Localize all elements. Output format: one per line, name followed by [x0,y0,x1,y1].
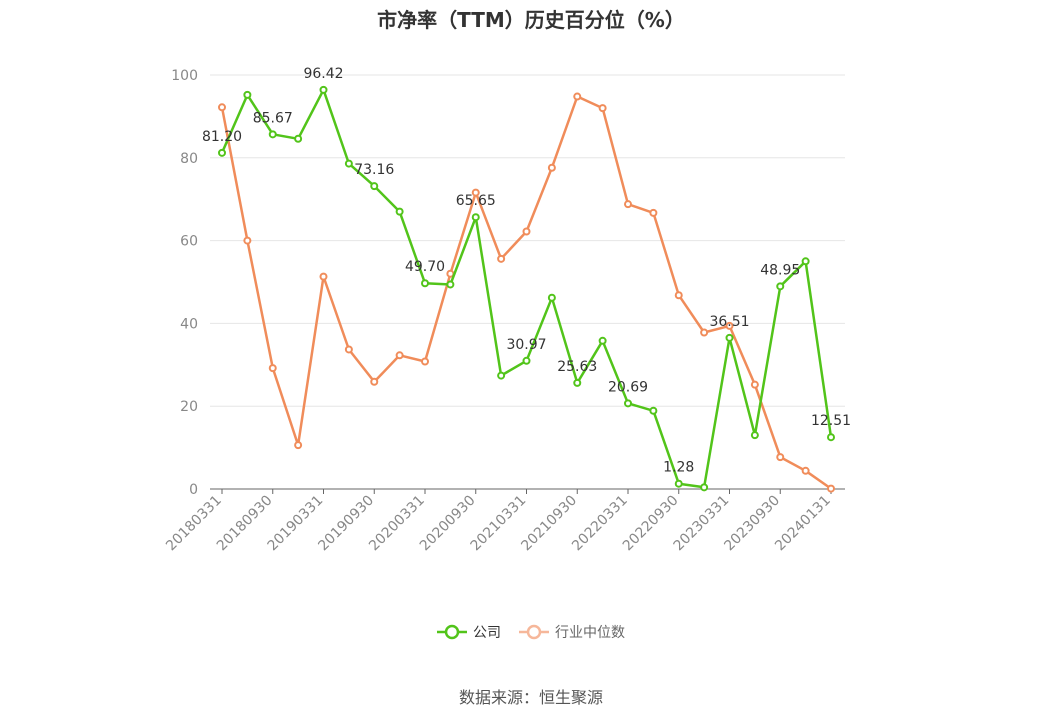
company-data-label: 12.51 [811,413,851,429]
industry-data-point [776,453,785,462]
legend-company-label: 公司 [473,625,501,641]
label-layer: 81.20 85.67 96.42 73.16 49.70 65.65 30.97 25.63… [202,66,851,476]
industry-data-point [750,380,759,389]
company-data-point [497,371,506,380]
industry-data-point [827,484,835,493]
company-data-point [827,433,835,442]
company-data-point [471,213,480,222]
y-tick-label: 80 [180,151,198,167]
industry-data-point [700,328,709,337]
company-data-label: 30.97 [506,337,546,353]
legend-item-industry[interactable]: 行业中位数 [519,622,625,642]
legend-company-marker-icon [437,624,467,640]
industry-data-point [649,208,658,217]
data-source-note: 数据来源：恒生聚源 [458,688,603,707]
company-data-point [624,399,632,408]
company-data-label: 36.51 [709,314,749,330]
industry-data-point [218,103,226,112]
industry-data-point [801,466,810,475]
company-data-point [725,333,734,342]
company-data-point [395,207,404,216]
legend-item-company[interactable]: 公司 [437,622,501,642]
y-tick-label: 40 [180,316,198,332]
company-data-point [598,336,607,345]
industry-data-point [573,92,582,101]
industry-series-line [220,95,832,490]
company-data-point [243,90,252,99]
legend-industry-marker-icon [519,624,549,640]
company-data-label: 49.70 [405,259,445,275]
company-data-point [421,279,429,288]
industry-data-point [268,364,277,373]
company-data-point [294,134,303,143]
industry-data-point [522,227,531,236]
industry-data-point [598,104,607,113]
industry-data-point [725,321,734,330]
company-data-label: 25.63 [557,359,597,375]
company-data-point [700,483,709,492]
industry-data-point [370,377,379,386]
industry-data-point [624,200,632,209]
company-data-point [573,378,582,387]
company-data-point [268,130,277,139]
industry-data-point [344,345,353,354]
company-data-point [319,85,328,94]
company-data-label: 65.65 [456,193,496,209]
company-data-label: 73.16 [354,162,394,178]
series-layer [218,85,835,493]
company-data-label: 20.69 [608,379,648,395]
company-data-point [801,257,810,266]
industry-data-point [497,254,506,263]
y-tick-label: 0 [189,482,198,498]
industry-data-point [243,236,252,245]
company-data-point [218,148,226,157]
y-tick-label: 60 [180,234,198,250]
industry-data-point [547,163,556,172]
company-data-point [649,406,658,415]
axis-layer: 0204060801002018033120180930201903312019… [163,68,845,554]
company-data-point [547,293,556,302]
company-data-point [370,182,379,191]
company-data-point [674,479,683,488]
company-data-point [344,159,353,168]
legend: 公司 行业中位数 [0,622,1062,642]
company-data-label: 85.67 [253,110,293,126]
industry-data-point [395,351,404,360]
company-data-label: 1.28 [663,460,694,476]
company-data-label: 81.20 [202,129,242,145]
industry-data-point [674,291,683,300]
company-data-point [446,280,455,289]
industry-data-point [471,188,480,197]
y-tick-label: 20 [180,399,198,415]
industry-data-point [294,441,303,450]
company-data-label: 96.42 [303,66,343,82]
company-data-point [750,431,759,440]
industry-data-point [319,272,328,281]
legend-industry-label: 行业中位数 [555,625,625,641]
company-series-line [220,88,833,489]
industry-data-point [421,357,429,366]
company-data-label: 48.95 [760,262,800,278]
company-data-point [776,282,785,291]
chart-title: 市净率（TTM）历史百分位（%） [377,8,685,32]
x-tick-label: 20240131 [772,493,834,555]
y-tick-label: 100 [171,68,198,84]
company-data-point [522,356,531,365]
